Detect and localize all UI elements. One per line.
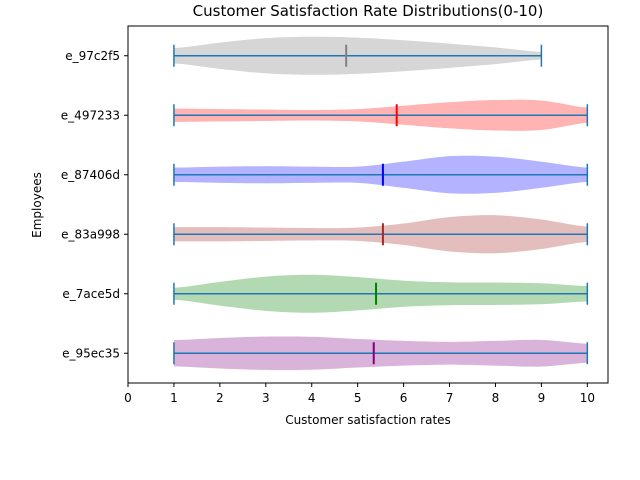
- chart-title: Customer Satisfaction Rate Distributions…: [193, 2, 544, 20]
- x-tick-label-8: 8: [492, 391, 500, 405]
- y-tick-label-e_83a998: e_83a998: [61, 227, 120, 241]
- y-tick-label-e_95ec35: e_95ec35: [62, 346, 120, 360]
- plot-area-frame: [127, 25, 609, 384]
- x-tick-label-4: 4: [308, 391, 316, 405]
- y-tick-label-e_87406d: e_87406d: [61, 168, 120, 182]
- x-tick-label-3: 3: [262, 391, 270, 405]
- y-tick-label-e_497233: e_497233: [61, 108, 120, 122]
- x-axis-ticks: 0 1 2 3 4 5 6 7 8 9 10: [124, 383, 595, 405]
- x-tick-label-5: 5: [354, 391, 362, 405]
- y-axis-label: Employees: [30, 172, 44, 238]
- x-tick-label-1: 1: [170, 391, 178, 405]
- y-tick-label-e_97c2f5: e_97c2f5: [65, 49, 120, 63]
- x-tick-label-2: 2: [216, 391, 224, 405]
- x-tick-label-0: 0: [124, 391, 132, 405]
- x-tick-label-9: 9: [538, 391, 546, 405]
- y-tick-label-e_7ace5d: e_7ace5d: [62, 287, 120, 301]
- violin-group: [173, 36, 589, 371]
- y-axis-ticks: e_97c2f5 e_497233 e_87406d e_83a998 e_7ace5d…: [61, 49, 128, 360]
- x-axis-label: Customer satisfaction rates: [285, 413, 451, 427]
- x-tick-label-10: 10: [580, 391, 595, 405]
- x-tick-label-7: 7: [446, 391, 454, 405]
- x-tick-label-6: 6: [400, 391, 408, 405]
